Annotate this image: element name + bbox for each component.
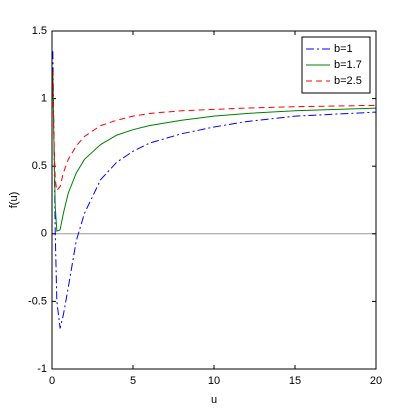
x-tick-label: 10	[208, 375, 220, 387]
x-tick-label: 5	[130, 375, 136, 387]
legend-label: b=1	[334, 43, 353, 55]
y-tick-label: -0.5	[28, 295, 47, 307]
y-tick-label: -1	[37, 363, 47, 375]
y-axis-label: f(u)	[8, 192, 20, 209]
x-tick-label: 20	[370, 375, 382, 387]
y-tick-label: 0.5	[32, 160, 47, 172]
series-line	[52, 51, 377, 329]
series-line	[52, 71, 377, 232]
x-tick-label: 15	[289, 375, 301, 387]
x-axis-label: u	[211, 394, 217, 406]
y-tick-label: 0	[41, 228, 47, 240]
legend-label: b=2.5	[334, 75, 362, 87]
x-tick-label: 0	[49, 375, 55, 387]
legend-label: b=1.7	[334, 59, 362, 71]
plot-frame	[51, 30, 377, 370]
y-tick-label: 1.5	[32, 25, 47, 37]
y-tick-label: 1	[41, 93, 47, 105]
series-line	[52, 71, 377, 192]
